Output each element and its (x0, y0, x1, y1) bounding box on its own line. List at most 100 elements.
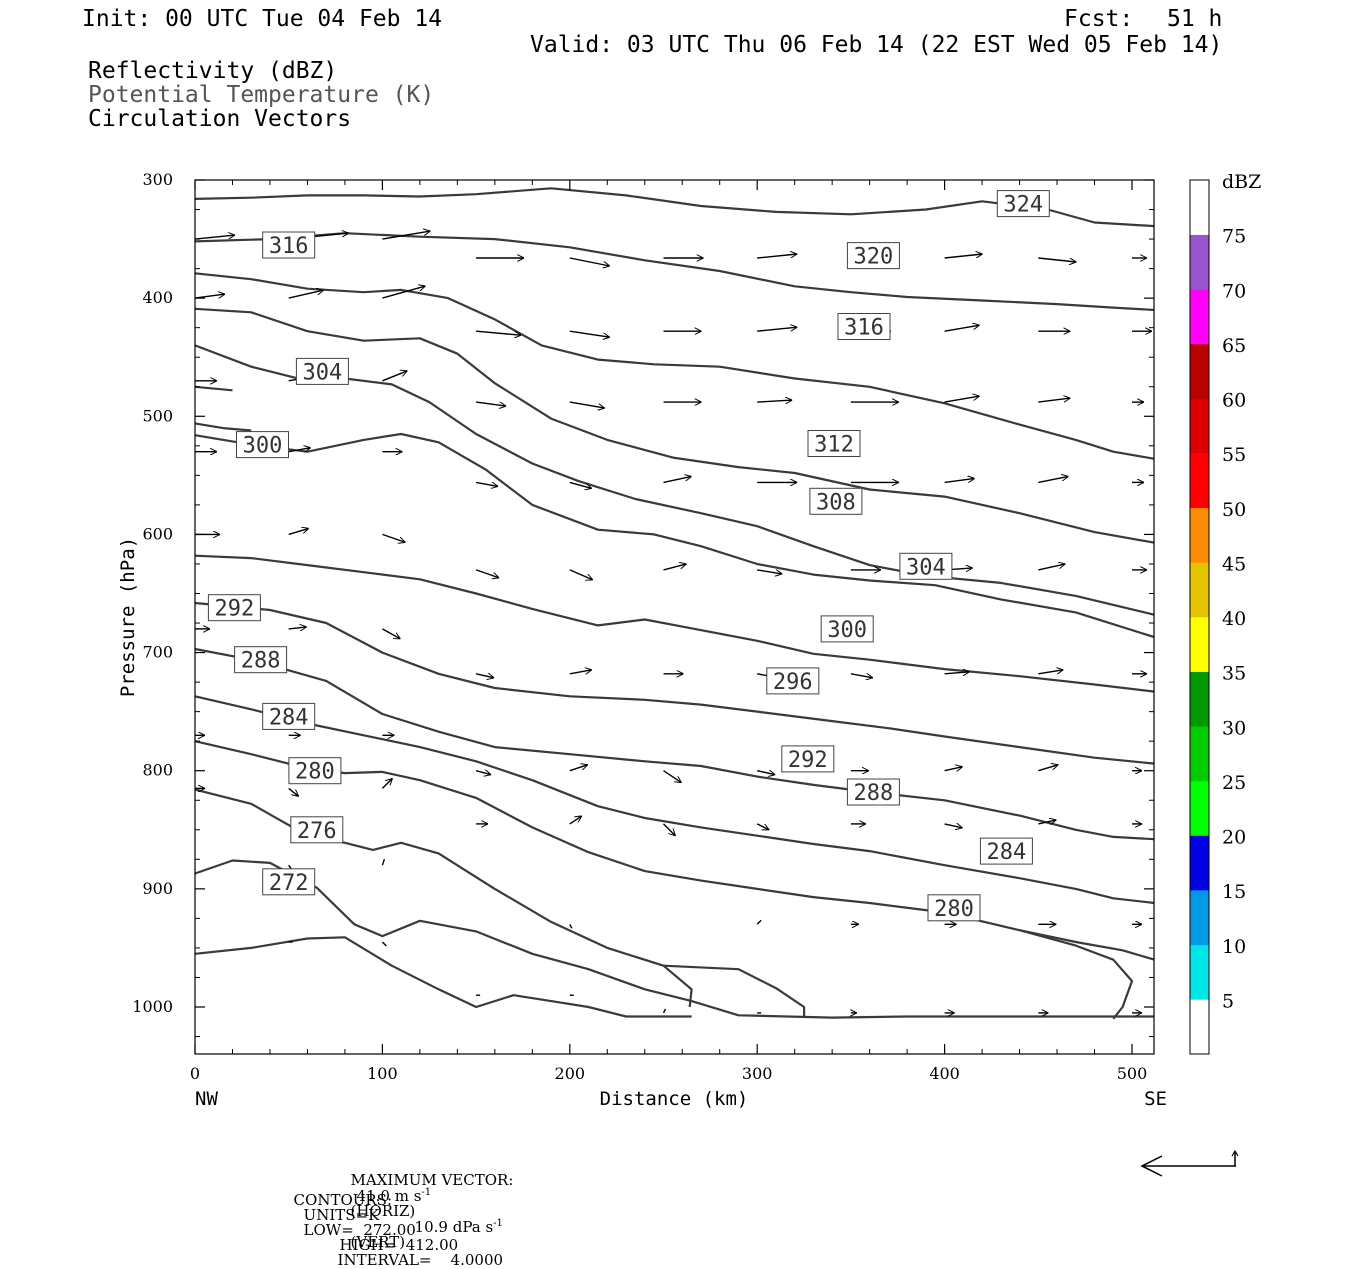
colorbar-level-30: 30 (1222, 717, 1246, 739)
colorbar-level-20: 20 (1222, 827, 1246, 849)
circulation-vector-arrow (288, 787, 299, 796)
reference-vector-icon (1140, 1149, 1239, 1177)
x-end-label-se: SE (1144, 1088, 1167, 1110)
colorbar-swatch (1190, 398, 1209, 454)
x-tick-label-200: 200 (555, 1064, 586, 1083)
isentrope-label-320: 320 (854, 245, 894, 270)
field-reflectivity: Reflectivity (dBZ) (88, 58, 338, 84)
isentrope-label-288: 288 (854, 781, 894, 806)
isentrope-line-280-14 (663, 964, 806, 1017)
colorbar-swatch (1190, 343, 1209, 399)
isentrope-label-312: 312 (814, 433, 854, 458)
isentrope-label-box (927, 894, 981, 922)
circulation-vector-arrow (569, 330, 610, 337)
circulation-vector-arrow (569, 816, 582, 825)
circulation-vector-arrow (288, 627, 307, 629)
x-axis-title: Distance (km) (600, 1088, 749, 1110)
circulation-vector-arrow (569, 765, 588, 772)
colorbar-swatch (1190, 671, 1209, 727)
isentrope-label-box (262, 702, 316, 730)
colorbar-title: dBZ (1222, 171, 1261, 193)
isentrope-line-316-2 (194, 272, 1155, 460)
colorbar-level-10: 10 (1222, 936, 1246, 958)
isentrope-label-276: 276 (297, 819, 337, 844)
circulation-vector-arrow (757, 400, 792, 402)
colorbar-frame (1189, 179, 1210, 1055)
circulation-vector-arrow (663, 823, 676, 836)
isentrope-line-288-9 (194, 695, 1155, 905)
circulation-vector-arrow (757, 254, 797, 259)
isentrope-line-320-1 (194, 232, 1155, 312)
colorbar-level-35: 35 (1222, 663, 1246, 685)
circulation-vector-arrow (288, 448, 311, 452)
isentrope-label-box (979, 837, 1033, 865)
isentrope-line-304-17 (194, 385, 233, 392)
circulation-vector-arrow (1038, 257, 1076, 262)
circulation-vector-arrow (382, 533, 405, 542)
circulation-vector-arrow (944, 396, 980, 403)
colorbar-swatch (1190, 999, 1209, 1055)
isentrope-label-288: 288 (241, 649, 281, 674)
colorbar-swatch (1190, 453, 1209, 509)
isentrope-label-300: 300 (827, 618, 867, 643)
colorbar-level-40: 40 (1222, 608, 1246, 630)
circulation-vector-arrow (194, 294, 225, 299)
circulation-vector-arrow (944, 478, 975, 484)
field-potential-temperature: Potential Temperature (K) (88, 82, 435, 108)
isentrope-label-box (846, 242, 900, 270)
isentrope-line-296-7 (194, 601, 1155, 765)
field-circulation-vectors: Circulation Vectors (88, 106, 352, 132)
circulation-vector-arrow (663, 564, 687, 571)
circulation-vector-arrow (569, 569, 593, 580)
circulation-vector-arrow (288, 290, 324, 299)
isentrope-label-box (846, 778, 900, 806)
circulation-vector-arrow (476, 401, 506, 406)
isentrope-label-box (781, 745, 835, 773)
contours-caption: CONTOURS: UNITS=K LOW= 272.00 HIGH= 412.… (284, 1178, 504, 1268)
circulation-vector-arrow (475, 771, 491, 775)
isentrope-line-284-15 (1019, 929, 1134, 1020)
y-axis-title: Pressure (hPa) (117, 537, 139, 697)
colorbar-level-15: 15 (1222, 881, 1246, 903)
x-tick-label-400: 400 (929, 1064, 960, 1083)
circulation-vector-arrow (944, 767, 963, 771)
colorbar-level-75: 75 (1222, 226, 1246, 248)
isentrope-label-box (295, 357, 349, 385)
colorbar: 5 10 15 20 25 30 35 40 45 50 55 60 65 70 75 dBZ (1189, 171, 1261, 1055)
circulation-vector-arrow (757, 569, 782, 574)
forecast-label: Fcst: (1064, 6, 1134, 32)
y-tick-label-800: 800 (142, 761, 173, 780)
circulation-vector-arrow (382, 371, 407, 382)
colorbar-swatch (1190, 890, 1209, 946)
isentrope-label-280: 280 (934, 897, 974, 922)
isentrope-label-316: 316 (844, 316, 884, 341)
colorbar-swatch (1190, 726, 1209, 782)
valid-time: Valid: 03 UTC Thu 06 Feb 14 (22 EST Wed … (530, 32, 1223, 58)
circulation-vector-arrow (944, 254, 983, 259)
cross-section-chart: 3163043002922882842802762723243203163123… (117, 170, 1261, 1177)
colorbar-level-70: 70 (1222, 280, 1246, 302)
axes-layer: 300 400 500 600 700 800 900 1000 0 100 200 300 400 50… (132, 170, 1167, 1110)
y-tick-label-1000: 1000 (132, 997, 173, 1016)
isentrope-line-280-11 (194, 788, 693, 1008)
circulation-vector-arrow (382, 628, 400, 640)
circulation-vector-arrow (476, 330, 521, 335)
isentrope-line-276-12 (194, 859, 1155, 1019)
circulation-vector-arrow (663, 476, 692, 484)
colorbar-level-5: 5 (1222, 990, 1234, 1012)
colorbar-swatch (1190, 780, 1209, 836)
isentrope-label-box (820, 615, 874, 643)
x-tick-label-300: 300 (742, 1064, 773, 1083)
y-tick-label-300: 300 (142, 170, 173, 189)
isentrope-label-300: 300 (243, 434, 283, 459)
circulation-vector-arrow (944, 325, 980, 332)
x-tick-label-100: 100 (367, 1064, 398, 1083)
circulation-vector-arrow (662, 1008, 667, 1014)
circulation-vector-arrow (757, 771, 775, 775)
circulation-vector-arrow (381, 778, 392, 789)
isentrope-label-296: 296 (773, 670, 813, 695)
circulation-vector-arrow (381, 941, 387, 947)
circulation-vector-arrow (475, 569, 499, 578)
circulation-vector-arrow (569, 481, 592, 488)
isentrope-label-308: 308 (816, 490, 856, 515)
